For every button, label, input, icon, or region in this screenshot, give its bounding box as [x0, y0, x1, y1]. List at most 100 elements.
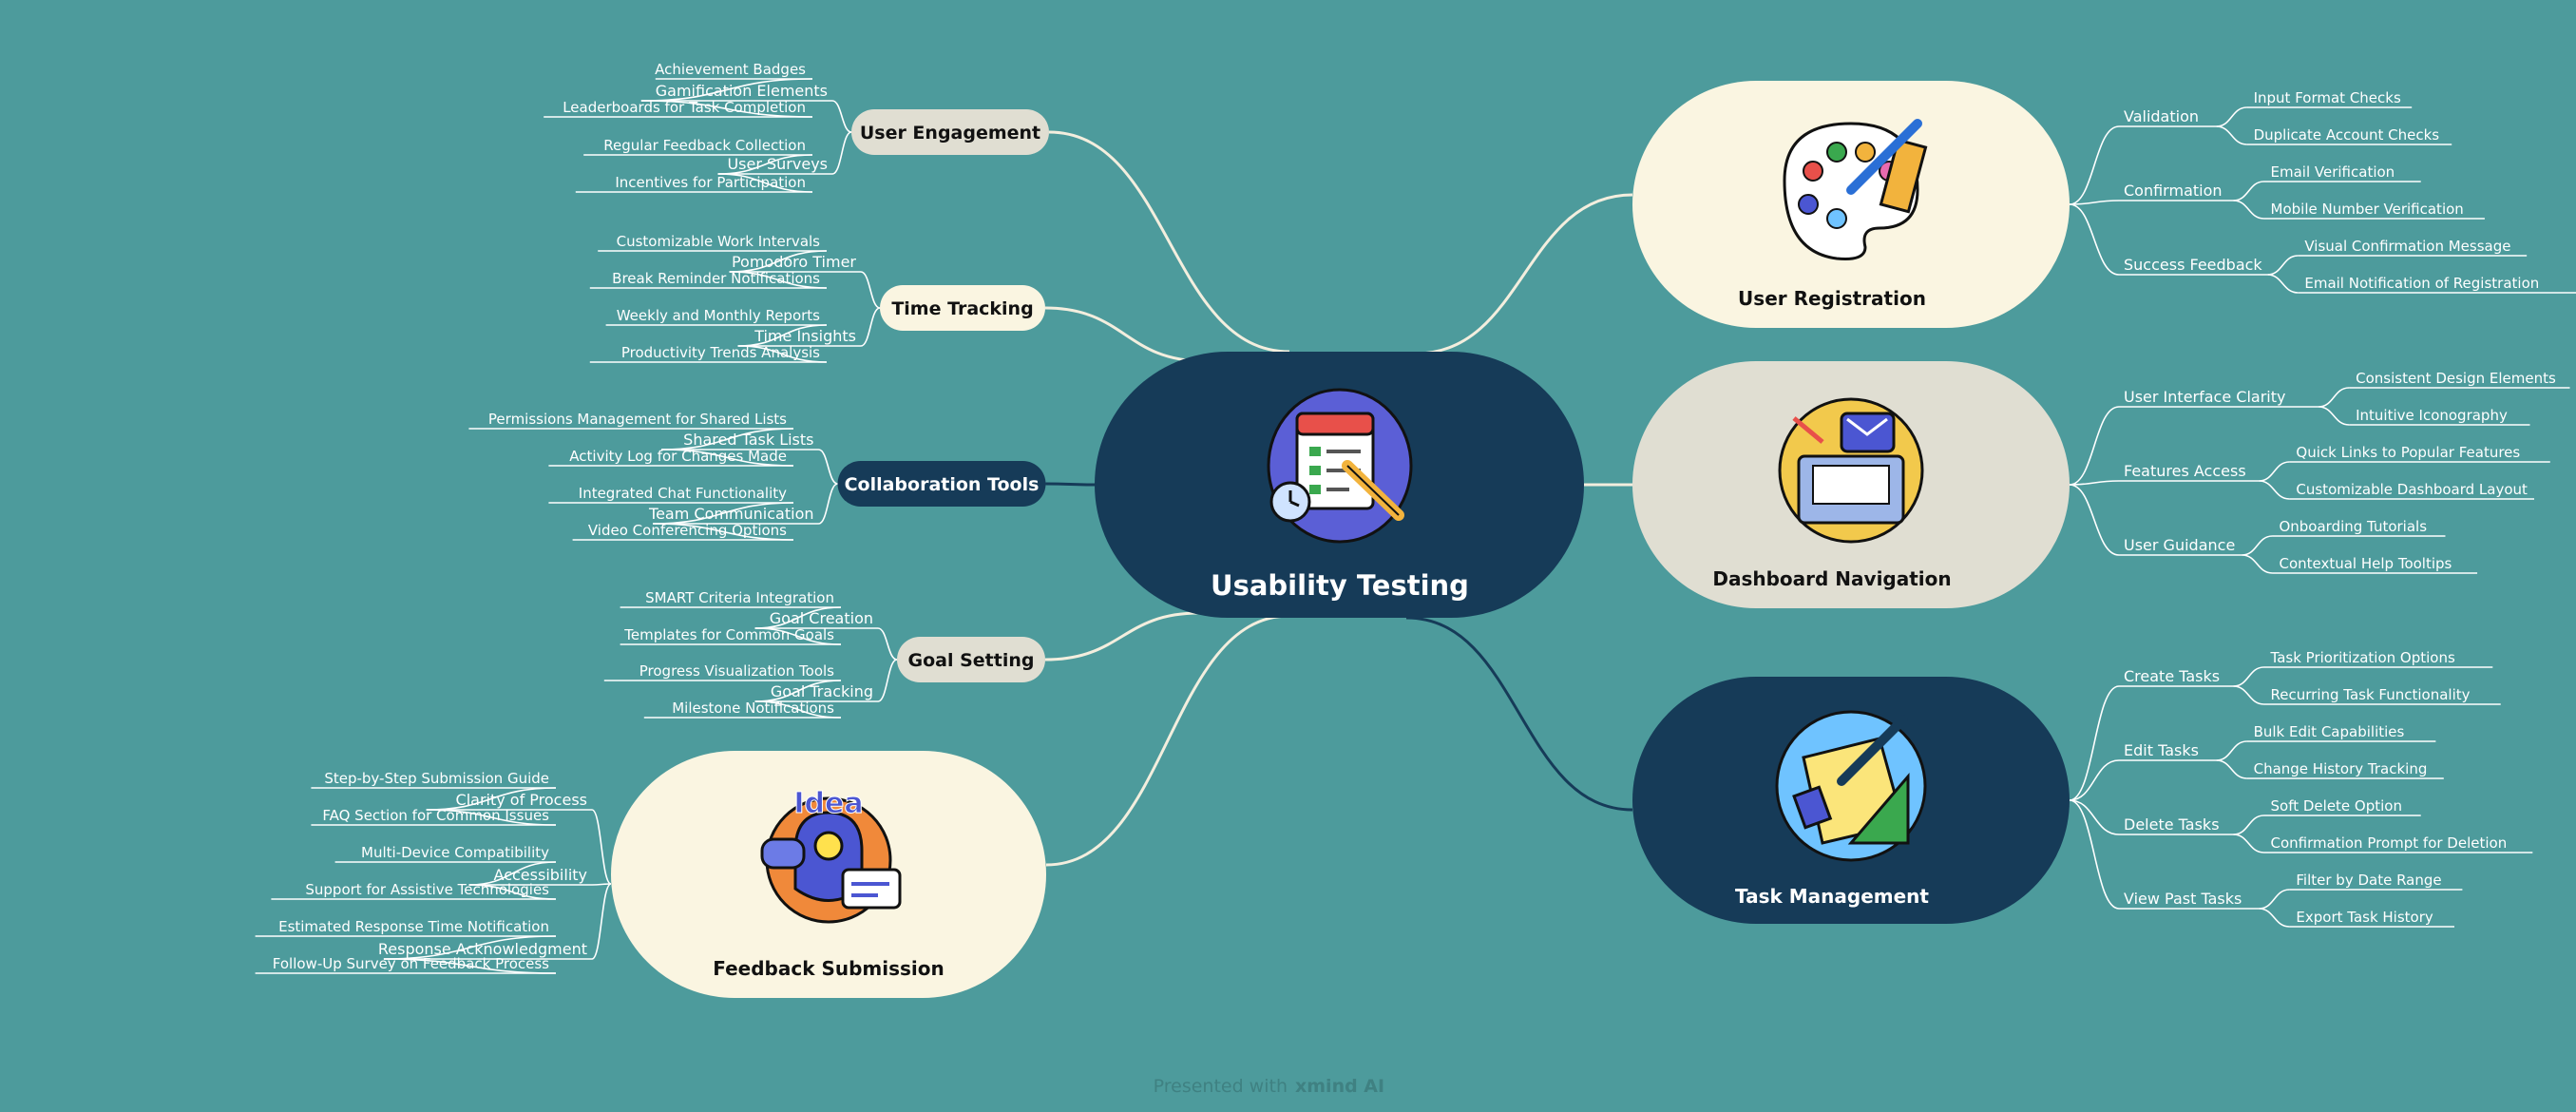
central-topic[interactable]: Usability Testing	[1095, 352, 1584, 618]
subtopic-shared-task-lists[interactable]: Shared Task Lists	[661, 431, 819, 451]
subtopic-edit-tasks[interactable]: Edit Tasks	[2119, 741, 2217, 761]
subtopic-pomodoro-timer[interactable]: Pomodoro Timer	[729, 253, 861, 273]
leaf-step-by-step-submission-guide[interactable]: Step-by-Step Submission Guide	[311, 770, 556, 789]
leaf-mobile-number-verification[interactable]: Mobile Number Verification	[2263, 201, 2485, 220]
leaf-quick-links-to-popular-features[interactable]: Quick Links to Popular Features	[2289, 444, 2550, 463]
leaf-customizable-dashboard-layout[interactable]: Customizable Dashboard Layout	[2289, 481, 2534, 500]
subtopic-success-feedback[interactable]: Success Feedback	[2119, 256, 2268, 276]
connector-task-prioritization-options	[2233, 666, 2264, 687]
subtopic-user-guidance[interactable]: User Guidance	[2119, 536, 2242, 556]
leaf-productivity-trends-analysis[interactable]: Productivity Trends Analysis	[589, 344, 827, 363]
leaf-soft-delete-option[interactable]: Soft Delete Option	[2263, 797, 2421, 816]
progress-visualization-tools-label: Progress Visualization Tools	[639, 662, 834, 680]
step-by-step-submission-guide-label: Step-by-Step Submission Guide	[324, 770, 549, 787]
leaf-achievement-badges[interactable]: Achievement Badges	[655, 61, 812, 80]
regular-feedback-collection-label: Regular Feedback Collection	[603, 137, 806, 154]
subtopic-confirmation[interactable]: Confirmation	[2119, 182, 2234, 201]
subtopic-accessibility[interactable]: Accessibility	[468, 866, 592, 886]
leaf-customizable-work-intervals[interactable]: Customizable Work Intervals	[598, 233, 827, 252]
leaf-regular-feedback-collection[interactable]: Regular Feedback Collection	[583, 137, 812, 156]
branch-dashboard-navigation[interactable]: Dashboard Navigation	[1632, 361, 2070, 608]
leaf-recurring-task-functionality[interactable]: Recurring Task Functionality	[2263, 686, 2501, 705]
subtopic-view-past-tasks[interactable]: View Past Tasks	[2119, 890, 2260, 910]
recurring-task-functionality-label: Recurring Task Functionality	[2271, 686, 2471, 703]
subtopic-time-insights[interactable]: Time Insights	[737, 327, 861, 347]
leaf-consistent-design-elements[interactable]: Consistent Design Elements	[2349, 370, 2570, 389]
leaf-progress-visualization-tools[interactable]: Progress Visualization Tools	[603, 662, 841, 681]
leaf-input-format-checks[interactable]: Input Format Checks	[2246, 89, 2413, 108]
subtopic-response-acknowledgment[interactable]: Response Acknowledgment	[378, 940, 592, 960]
subtopic-goal-tracking[interactable]: Goal Tracking	[754, 682, 878, 702]
footer-prefix: Presented with	[1154, 1076, 1288, 1097]
subtopic-delete-tasks[interactable]: Delete Tasks	[2119, 815, 2234, 835]
leaf-activity-log-for-changes-made[interactable]: Activity Log for Changes Made	[548, 448, 793, 467]
subtopic-features-access[interactable]: Features Access	[2119, 462, 2260, 482]
branch-task-management[interactable]: Task Management	[1632, 677, 2070, 924]
response-acknowledgment-label: Response Acknowledgment	[378, 940, 587, 958]
subtopic-goal-creation[interactable]: Goal Creation	[754, 609, 878, 629]
leaf-duplicate-account-checks[interactable]: Duplicate Account Checks	[2246, 126, 2452, 145]
view-past-tasks-label: View Past Tasks	[2124, 890, 2242, 908]
leaf-visual-confirmation-message[interactable]: Visual Confirmation Message	[2298, 238, 2528, 257]
connector-mobile-number-verification	[2233, 200, 2264, 220]
leaf-onboarding-tutorials[interactable]: Onboarding Tutorials	[2272, 518, 2446, 537]
subtopic-create-tasks[interactable]: Create Tasks	[2119, 667, 2234, 687]
connector-contextual-help-tooltips	[2242, 554, 2273, 574]
leaf-estimated-response-time-notification[interactable]: Estimated Response Time Notification	[255, 918, 556, 937]
connector-onboarding-tutorials	[2242, 535, 2273, 556]
leaf-faq-section-for-common-issues[interactable]: FAQ Section for Common Issues	[311, 807, 556, 826]
subtopic-gamification-elements[interactable]: Gamification Elements	[640, 82, 832, 102]
leaf-email-verification[interactable]: Email Verification	[2263, 163, 2421, 182]
branch-user-registration[interactable]: User Registration	[1632, 81, 2070, 328]
leaf-permissions-management-for-shared-lists[interactable]: Permissions Management for Shared Lists	[468, 411, 793, 430]
connector-central-time-tracking	[1044, 306, 1206, 363]
leaf-intuitive-iconography[interactable]: Intuitive Iconography	[2349, 407, 2530, 426]
leaf-integrated-chat-functionality[interactable]: Integrated Chat Functionality	[548, 485, 793, 504]
connector-confirmation	[2069, 200, 2120, 205]
feedback-submission-label: Feedback Submission	[713, 957, 945, 980]
filter-by-date-range-label: Filter by Date Range	[2296, 872, 2441, 889]
subtopic-validation[interactable]: Validation	[2119, 107, 2217, 127]
weekly-and-monthly-reports-label: Weekly and Monthly Reports	[617, 307, 820, 324]
leaf-incentives-for-participation[interactable]: Incentives for Participation	[575, 174, 812, 193]
leaf-filter-by-date-range[interactable]: Filter by Date Range	[2289, 872, 2463, 891]
leaf-support-for-assistive-technologies[interactable]: Support for Assistive Technologies	[271, 881, 556, 900]
connector-email-verification	[2233, 181, 2264, 201]
connector-permissions-management-for-shared-lists	[661, 428, 794, 451]
leaf-bulk-edit-capabilities[interactable]: Bulk Edit Capabilities	[2246, 723, 2436, 742]
leaf-weekly-and-monthly-reports[interactable]: Weekly and Monthly Reports	[605, 307, 827, 326]
delete-tasks-label: Delete Tasks	[2124, 815, 2220, 834]
leaf-milestone-notifications[interactable]: Milestone Notifications	[643, 700, 841, 719]
branch-time-tracking[interactable]: Time Tracking	[880, 285, 1045, 331]
branch-goal-setting[interactable]: Goal Setting	[897, 637, 1045, 682]
subtopic-user-surveys[interactable]: User Surveys	[717, 155, 832, 175]
leaf-confirmation-prompt-for-deletion[interactable]: Confirmation Prompt for Deletion	[2263, 834, 2533, 853]
leaf-templates-for-common-goals[interactable]: Templates for Common Goals	[620, 626, 841, 645]
leaf-multi-device-compatibility[interactable]: Multi-Device Compatibility	[334, 844, 556, 863]
intuitive-iconography-label: Intuitive Iconography	[2356, 407, 2508, 424]
subtopic-team-communication[interactable]: Team Communication	[648, 505, 819, 525]
leaf-break-reminder-notifications[interactable]: Break Reminder Notifications	[589, 270, 827, 289]
leaf-leaderboards-for-task-completion[interactable]: Leaderboards for Task Completion	[544, 99, 812, 118]
leaf-follow-up-survey-on-feedback-process[interactable]: Follow-Up Survey on Feedback Process	[255, 955, 556, 974]
branch-user-engagement[interactable]: User Engagement	[851, 109, 1049, 155]
integrated-chat-functionality-label: Integrated Chat Functionality	[579, 485, 787, 502]
subtopic-clarity-of-process[interactable]: Clarity of Process	[426, 791, 592, 811]
leaf-video-conferencing-options[interactable]: Video Conferencing Options	[572, 522, 793, 541]
branch-collaboration-tools[interactable]: Collaboration Tools	[837, 461, 1046, 507]
leaf-export-task-history[interactable]: Export Task History	[2289, 909, 2454, 928]
connector-user-guidance	[2069, 484, 2120, 556]
connector-recurring-task-functionality	[2233, 685, 2264, 705]
leaf-change-history-tracking[interactable]: Change History Tracking	[2246, 760, 2444, 779]
branch-feedback-submission[interactable]: Idea Feedback Submission	[611, 751, 1046, 998]
leaf-task-prioritization-options[interactable]: Task Prioritization Options	[2263, 649, 2493, 668]
leaf-contextual-help-tooltips[interactable]: Contextual Help Tooltips	[2272, 555, 2478, 574]
folder-mail-icon	[1778, 397, 1924, 544]
leaf-smart-criteria-integration[interactable]: SMART Criteria Integration	[620, 589, 841, 608]
user-registration-label: User Registration	[1738, 287, 1926, 310]
onboarding-tutorials-label: Onboarding Tutorials	[2279, 518, 2427, 535]
activity-log-for-changes-made-label: Activity Log for Changes Made	[569, 448, 787, 465]
goal-tracking-label: Goal Tracking	[771, 682, 873, 700]
subtopic-user-interface-clarity[interactable]: User Interface Clarity	[2119, 388, 2319, 408]
leaf-email-notification-of-registration[interactable]: Email Notification of Registration	[2298, 275, 2576, 294]
